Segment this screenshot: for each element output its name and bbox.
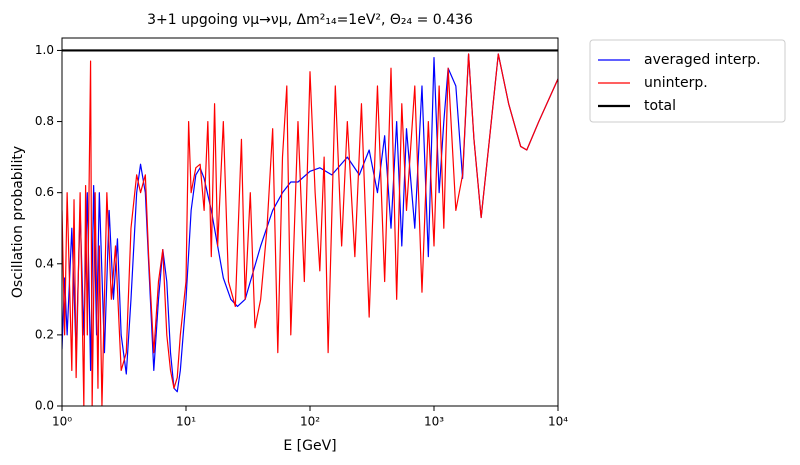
x-tick-label: 10² bbox=[300, 415, 320, 429]
x-tick-label: 10⁴ bbox=[548, 415, 568, 429]
y-tick-label: 0.0 bbox=[35, 399, 54, 413]
x-axis-label: E [GeV] bbox=[283, 438, 336, 454]
series-line bbox=[62, 53, 558, 406]
x-tick-label: 10¹ bbox=[176, 415, 196, 429]
x-tick-label: 10⁰ bbox=[52, 415, 72, 429]
y-tick-label: 1.0 bbox=[35, 43, 54, 57]
legend-label: averaged interp. bbox=[644, 52, 761, 68]
y-tick-label: 0.2 bbox=[35, 327, 54, 341]
y-tick-label: 0.6 bbox=[35, 185, 54, 199]
y-axis-label: Oscillation probability bbox=[10, 146, 26, 298]
legend-label: total bbox=[644, 98, 676, 114]
y-tick-label: 0.8 bbox=[35, 114, 54, 128]
legend-label: uninterp. bbox=[644, 75, 708, 91]
y-tick-label: 0.4 bbox=[35, 256, 54, 270]
chart-title: 3+1 upgoing νμ→νμ, Δm²₁₄=1eV², Θ₂₄ = 0.4… bbox=[147, 12, 473, 28]
plot-area bbox=[62, 49, 558, 406]
legend-box bbox=[589, 39, 786, 123]
x-tick-label: 10³ bbox=[424, 415, 444, 429]
series-line bbox=[62, 53, 558, 393]
